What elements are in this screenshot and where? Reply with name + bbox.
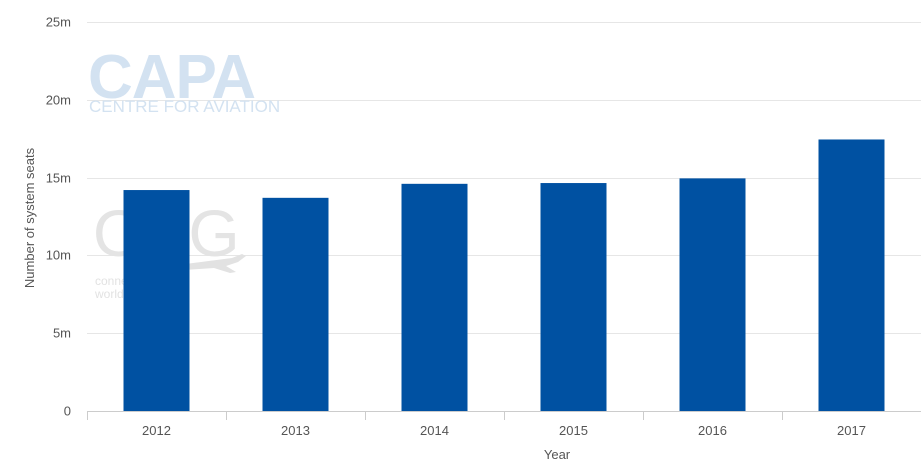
x-tick-label: 2012 [142, 423, 171, 438]
bar-2012[interactable] [123, 190, 190, 411]
y-axis: 0 5m 10m 15m 20m 25m [46, 15, 71, 419]
x-tick-label: 2016 [698, 423, 727, 438]
y-tick-label: 15m [46, 171, 71, 186]
x-tick-label: 2014 [420, 423, 449, 438]
x-tick-label: 2015 [559, 423, 588, 438]
x-axis-title: Year [544, 447, 571, 462]
bar-2013[interactable] [262, 197, 329, 411]
bar-2016[interactable] [679, 178, 746, 411]
y-tick-label: 10m [46, 248, 71, 263]
y-tick-label: 25m [46, 15, 71, 30]
y-tick-label: 0 [64, 404, 71, 419]
gridlines [87, 22, 921, 334]
bar-2014[interactable] [401, 183, 468, 411]
capa-watermark: CAPA CENTRE FOR AVIATION [88, 43, 280, 116]
x-tick-label: 2017 [837, 423, 866, 438]
capa-watermark-subtitle: CENTRE FOR AVIATION [89, 97, 280, 116]
y-axis-title: Number of system seats [22, 147, 37, 288]
capa-watermark-title: CAPA [88, 43, 255, 112]
x-tick-label: 2013 [281, 423, 310, 438]
bar-2017[interactable] [818, 139, 885, 411]
y-tick-label: 5m [53, 326, 71, 341]
bars [123, 139, 885, 411]
y-tick-label: 20m [46, 93, 71, 108]
bar-2015[interactable] [540, 183, 607, 411]
oag-watermark-line2: world [94, 287, 124, 301]
x-axis: 2012 2013 2014 2015 2016 2017 [87, 411, 921, 438]
